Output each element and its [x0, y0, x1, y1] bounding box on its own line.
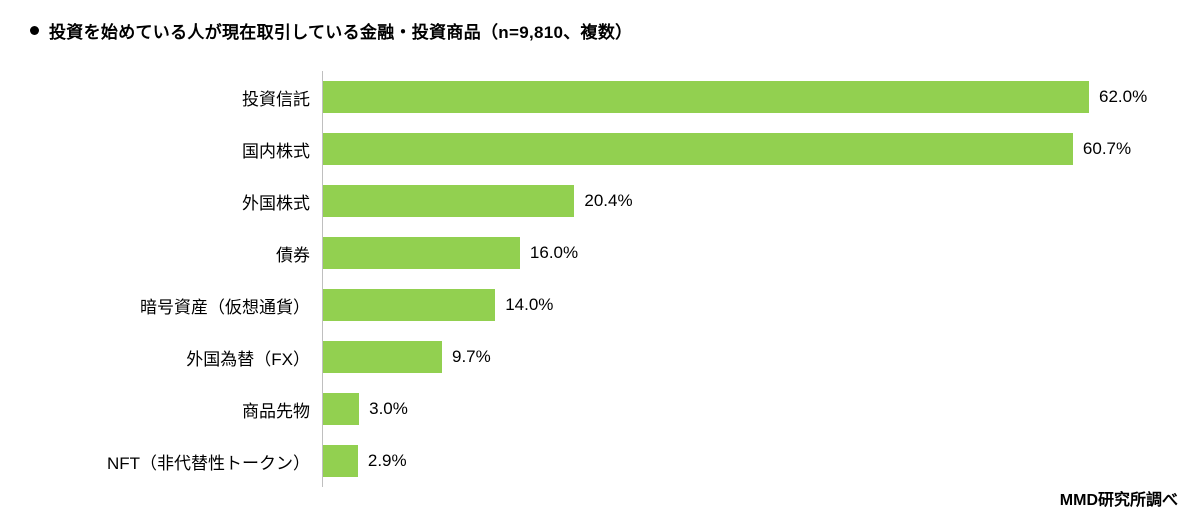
- source-credit: MMD研究所調べ: [1060, 486, 1178, 510]
- bar-track: 9.7%: [322, 331, 1170, 383]
- bar: [322, 133, 1073, 165]
- value-label: 20.4%: [584, 191, 632, 211]
- bar-row: 商品先物 3.0%: [30, 383, 1170, 435]
- bar-row: 外国為替（FX） 9.7%: [30, 331, 1170, 383]
- bar-track: 14.0%: [322, 279, 1170, 331]
- bar: [322, 289, 495, 321]
- category-label: NFT（非代替性トークン）: [30, 449, 322, 474]
- bar-row: 国内株式 60.7%: [30, 123, 1170, 175]
- value-label: 62.0%: [1099, 87, 1147, 107]
- bar-row: NFT（非代替性トークン） 2.9%: [30, 435, 1170, 487]
- bar-track: 16.0%: [322, 227, 1170, 279]
- value-label: 9.7%: [452, 347, 491, 367]
- value-label: 2.9%: [368, 451, 407, 471]
- y-axis-line: [322, 71, 323, 487]
- chart-title-row: 投資を始めている人が現在取引している金融・投資商品（n=9,810、複数）: [30, 18, 1170, 43]
- value-label: 3.0%: [369, 399, 408, 419]
- bar-track: 20.4%: [322, 175, 1170, 227]
- category-label: 外国為替（FX）: [30, 345, 322, 370]
- bar-track: 60.7%: [322, 123, 1170, 175]
- bar: [322, 237, 520, 269]
- bar-track: 2.9%: [322, 435, 1170, 487]
- bar-row: 外国株式 20.4%: [30, 175, 1170, 227]
- bar: [322, 341, 442, 373]
- bar: [322, 393, 359, 425]
- category-label: 投資信託: [30, 85, 322, 110]
- chart-area: 投資信託 62.0% 国内株式 60.7% 外国株式 20.4% 債券 16.0…: [30, 71, 1170, 487]
- category-label: 国内株式: [30, 137, 322, 162]
- bar-track: 3.0%: [322, 383, 1170, 435]
- category-label: 暗号資産（仮想通貨）: [30, 293, 322, 318]
- category-label: 外国株式: [30, 189, 322, 214]
- bullet-icon: [30, 26, 39, 35]
- chart-title: 投資を始めている人が現在取引している金融・投資商品（n=9,810、複数）: [49, 18, 632, 43]
- bar: [322, 185, 574, 217]
- bar: [322, 445, 358, 477]
- bar-row: 暗号資産（仮想通貨） 14.0%: [30, 279, 1170, 331]
- value-label: 16.0%: [530, 243, 578, 263]
- value-label: 14.0%: [505, 295, 553, 315]
- value-label: 60.7%: [1083, 139, 1131, 159]
- category-label: 商品先物: [30, 397, 322, 422]
- bar-row: 債券 16.0%: [30, 227, 1170, 279]
- bar-row: 投資信託 62.0%: [30, 71, 1170, 123]
- category-label: 債券: [30, 241, 322, 266]
- bar-track: 62.0%: [322, 71, 1170, 123]
- bar: [322, 81, 1089, 113]
